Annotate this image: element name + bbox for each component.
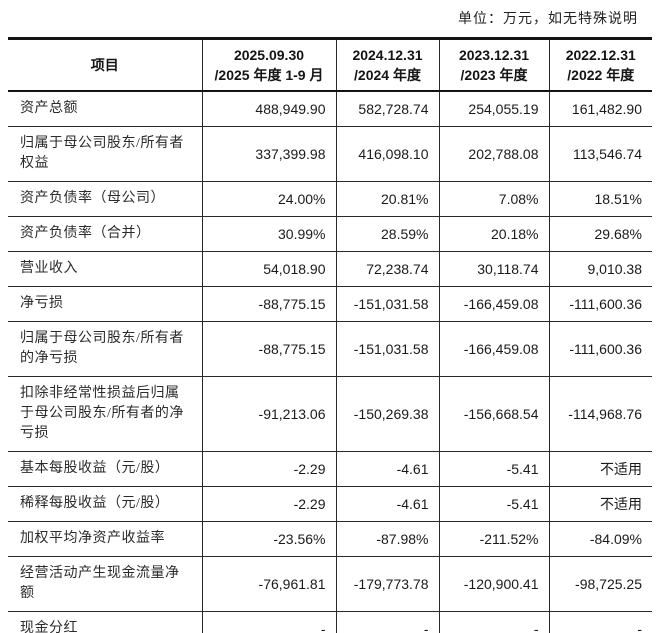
table-row: 基本每股收益（元/股） -2.29 -4.61 -5.41 不适用 [8, 451, 652, 487]
row-label: 归属于母公司股东/所有者的净亏损 [8, 321, 203, 377]
column-header-period-2: 2024.12.31/2024 年度 [335, 38, 440, 92]
table-header: 项目 2025.09.30/2025 年度 1-9 月 2024.12.31/202… [8, 38, 652, 92]
row-label: 稀释每股收益（元/股） [8, 486, 203, 522]
unit-note: 单位：万元，如无特殊说明 [458, 12, 638, 27]
row-value: 28.59% [335, 216, 440, 252]
row-value: 416,098.10 [335, 126, 440, 182]
row-value: 30.99% [201, 216, 337, 252]
period-range: /2024 年度 [354, 67, 421, 83]
row-value: 24.00% [201, 181, 337, 217]
row-value: -111,600.36 [548, 321, 652, 377]
row-value: - [201, 611, 337, 633]
row-value: 113,546.74 [548, 126, 652, 182]
column-header-period-4: 2022.12.31/2022 年度 [548, 38, 652, 92]
row-label: 资产负债率（母公司） [8, 181, 203, 217]
column-header-period-1: 2025.09.30/2025 年度 1-9 月 [201, 38, 337, 92]
row-value: 不适用 [548, 451, 652, 487]
row-value: -166,459.08 [438, 286, 550, 322]
row-value: 582,728.74 [335, 90, 440, 127]
row-value: 20.18% [438, 216, 550, 252]
table-row: 资产总额 488,949.90 582,728.74 254,055.19 161,48… [8, 90, 652, 127]
table-row: 营业收入 54,018.90 72,238.74 30,118.74 9,010.38 [8, 251, 652, 287]
row-value: -84.09% [548, 521, 652, 557]
column-header-period-3: 2023.12.31/2023 年度 [438, 38, 550, 92]
row-value: 488,949.90 [201, 90, 337, 127]
row-value: -88,775.15 [201, 286, 337, 322]
row-label: 资产总额 [8, 90, 203, 127]
row-value: - [548, 611, 652, 633]
row-label: 资产负债率（合并） [8, 216, 203, 252]
row-value: -150,269.38 [335, 376, 440, 452]
period-range: /2022 年度 [567, 67, 635, 83]
period-date: 2023.12.31 [458, 47, 530, 63]
row-value: -151,031.58 [335, 286, 440, 322]
table-row: 稀释每股收益（元/股） -2.29 -4.61 -5.41 不适用 [8, 486, 652, 522]
row-label: 加权平均净资产收益率 [8, 521, 203, 557]
row-value: 20.81% [335, 181, 440, 217]
financial-table: 项目 2025.09.30/2025 年度 1-9 月 2024.12.31/202… [8, 37, 652, 633]
row-value: -5.41 [438, 486, 550, 522]
table-row: 归属于母公司股东/所有者权益 337,399.98 416,098.10 202,78… [8, 126, 652, 182]
row-value: -120,900.41 [438, 556, 550, 612]
row-value: 9,010.38 [548, 251, 652, 287]
row-value: 7.08% [438, 181, 550, 217]
row-value: 18.51% [548, 181, 652, 217]
row-label: 经营活动产生现金流量净额 [8, 556, 203, 612]
row-value: -2.29 [201, 486, 337, 522]
row-label: 扣除非经常性损益后归属于母公司股东/所有者的净亏损 [8, 376, 203, 452]
row-value: -151,031.58 [335, 321, 440, 377]
row-value: 202,788.08 [438, 126, 550, 182]
header-row: 项目 2025.09.30/2025 年度 1-9 月 2024.12.31/202… [8, 38, 652, 92]
row-value: 54,018.90 [201, 251, 337, 287]
period-range: /2025 年度 1-9 月 [214, 67, 324, 83]
row-value: 30,118.74 [438, 251, 550, 287]
table-row: 经营活动产生现金流量净额 -76,961.81 -179,773.78 -120,90… [8, 556, 652, 612]
row-value: 29.68% [548, 216, 652, 252]
row-label: 基本每股收益（元/股） [8, 451, 203, 487]
row-label: 归属于母公司股东/所有者权益 [8, 126, 203, 182]
row-value: -98,725.25 [548, 556, 652, 612]
row-value: 254,055.19 [438, 90, 550, 127]
row-value: 不适用 [548, 486, 652, 522]
row-value: -211.52% [438, 521, 550, 557]
table-row: 资产负债率（母公司） 24.00% 20.81% 7.08% 18.51% [8, 181, 652, 217]
row-value: -23.56% [201, 521, 337, 557]
row-value: 337,399.98 [201, 126, 337, 182]
period-range: /2023 年度 [460, 67, 528, 83]
period-date: 2025.09.30 [233, 47, 305, 63]
row-value: -76,961.81 [201, 556, 337, 612]
row-value: -88,775.15 [201, 321, 337, 377]
row-value: -2.29 [201, 451, 337, 487]
row-label: 净亏损 [8, 286, 203, 322]
row-value: -166,459.08 [438, 321, 550, 377]
row-value: - [438, 611, 550, 633]
table-row: 扣除非经常性损益后归属于母公司股东/所有者的净亏损 -91,213.06 -150,… [8, 376, 652, 452]
row-value: 72,238.74 [335, 251, 440, 287]
row-value: 161,482.90 [548, 90, 652, 127]
column-header-item: 项目 [8, 38, 203, 92]
table-row: 现金分红 - - - - [8, 611, 652, 633]
row-value: - [335, 611, 440, 633]
table-body: 资产总额 488,949.90 582,728.74 254,055.19 161,48… [8, 90, 652, 633]
row-value: -114,968.76 [548, 376, 652, 452]
row-value: -87.98% [335, 521, 440, 557]
row-label: 营业收入 [8, 251, 203, 287]
row-value: -4.61 [335, 486, 440, 522]
row-value: -111,600.36 [548, 286, 652, 322]
table-row: 归属于母公司股东/所有者的净亏损 -88,775.15 -151,031.58 -16… [8, 321, 652, 377]
row-value: -91,213.06 [201, 376, 337, 452]
period-date: 2022.12.31 [565, 47, 636, 63]
period-date: 2024.12.31 [352, 47, 423, 63]
row-label: 现金分红 [8, 611, 203, 633]
table-row: 净亏损 -88,775.15 -151,031.58 -166,459.08 -111,… [8, 286, 652, 322]
row-value: -5.41 [438, 451, 550, 487]
row-value: -179,773.78 [335, 556, 440, 612]
row-value: -4.61 [335, 451, 440, 487]
row-value: -156,668.54 [438, 376, 550, 452]
table-row: 资产负债率（合并） 30.99% 28.59% 20.18% 29.68% [8, 216, 652, 252]
table-row: 加权平均净资产收益率 -23.56% -87.98% -211.52% -84.09% [8, 521, 652, 557]
